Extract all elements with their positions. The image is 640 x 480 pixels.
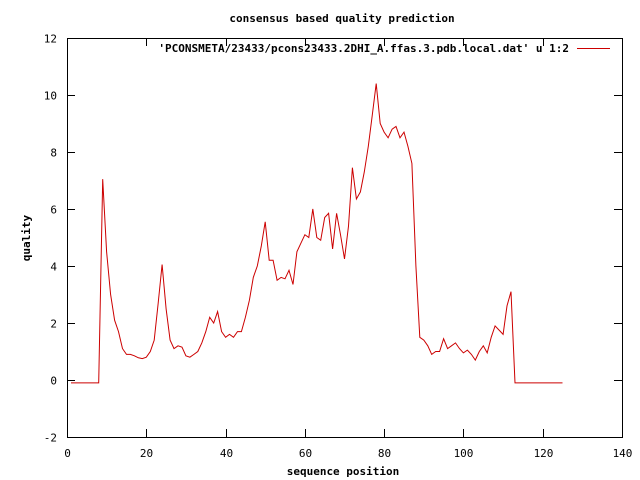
plot-frame [67,38,623,438]
y-tick-label: 8 [50,147,57,160]
y-tick-label: 4 [50,261,57,274]
series-line [71,83,563,384]
x-tick-label: 140 [613,447,633,460]
y-axis: -2 0 2 4 6 8 10 12 [44,33,622,445]
x-tick-label: 120 [534,447,554,460]
y-tick-label: 12 [44,33,57,46]
legend-entry-label: 'PCONSMETA/23433/pcons23433.2DHI_A.ffas.… [158,42,569,55]
x-tick-label: 60 [299,447,312,460]
y-tick-label: 10 [44,90,57,103]
legend: 'PCONSMETA/23433/pcons23433.2DHI_A.ffas.… [158,42,610,55]
x-axis-label: sequence position [287,465,400,478]
x-tick-label: 100 [454,447,474,460]
x-tick-label: 40 [220,447,233,460]
x-tick-label: 0 [64,447,71,460]
x-tick-label: 80 [378,447,391,460]
x-tick-label: 20 [140,447,153,460]
chart-title: consensus based quality prediction [229,12,454,25]
y-tick-label: 2 [50,318,57,331]
y-tick-label: 0 [50,375,57,388]
y-axis-label: quality [20,214,33,261]
y-tick-label: 6 [50,204,57,217]
y-tick-label: -2 [44,432,57,445]
x-axis: 0 20 40 60 80 100 120 140 [64,38,632,460]
